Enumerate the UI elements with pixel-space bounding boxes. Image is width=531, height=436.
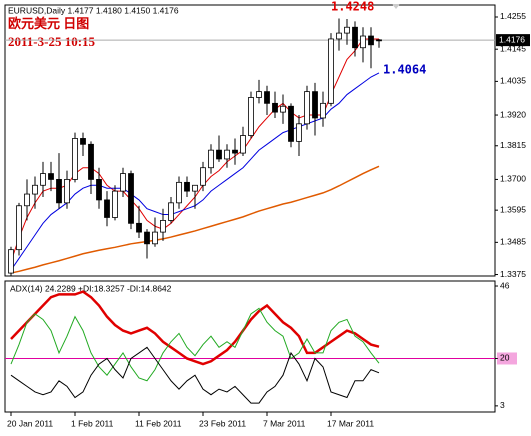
candle-body: [296, 123, 302, 142]
adx-panel: [4, 280, 496, 413]
candle-body: [40, 173, 46, 186]
indicator-line: [10, 346, 380, 404]
candle-body: [216, 149, 222, 160]
candle-body: [176, 181, 182, 204]
candle-body: [64, 179, 70, 204]
candle-body: [344, 26, 350, 34]
candle-body: [328, 38, 334, 104]
candle-body: [24, 193, 30, 207]
candle-body: [88, 143, 94, 180]
candle-body: [8, 249, 14, 274]
candle-body: [144, 231, 150, 245]
candle-body: [80, 138, 86, 145]
candle-body: [224, 149, 230, 160]
candle-body: [336, 32, 342, 40]
candle-body: [208, 149, 214, 169]
candle-body: [56, 179, 62, 204]
y-tick-label: 1.3485: [500, 237, 526, 247]
candle-body: [48, 173, 54, 180]
y-tick-label: 1.3375: [500, 269, 526, 279]
shift-marker: [392, 4, 400, 9]
y-tick-label: 1.4145: [500, 43, 526, 53]
x-tick-label: 17 Mar 2011: [327, 418, 374, 428]
x-tick-label: 1 Feb 2011: [71, 418, 114, 428]
subtitle: 欧元美元 日图: [8, 16, 89, 31]
current-price-box: [496, 34, 530, 47]
y-tick-label: 1.3595: [500, 204, 526, 214]
chart-title: EURUSD,Daily 1.4177 1.4180 1.4150 1.4176: [8, 5, 179, 15]
candle-body: [320, 102, 326, 119]
x-tick-label: 7 Mar 2011: [263, 418, 306, 428]
candle-body: [312, 91, 318, 119]
candle-body: [72, 138, 78, 180]
adx-title: ADX(14) 24.2289 +DI:18.3257 -DI:14.8642: [10, 283, 172, 293]
candle-body: [376, 39, 382, 42]
y-tick-label: 1.4255: [500, 11, 526, 21]
candle-body: [200, 167, 206, 186]
candle-body: [272, 102, 278, 113]
candle-body: [368, 35, 374, 46]
candle-body: [152, 231, 158, 245]
candle-body: [184, 181, 190, 192]
candle-body: [304, 91, 310, 125]
candle-body: [96, 179, 102, 201]
x-tick-label: 23 Feb 2011: [199, 418, 246, 428]
level-label-bg: [497, 352, 517, 365]
y-tick-label: 1.3700: [500, 174, 526, 184]
timestamp: 2011-3-25 10:15: [8, 34, 96, 49]
candle-body: [112, 190, 118, 218]
candle-body: [120, 173, 126, 192]
candle-body: [168, 202, 174, 221]
candle-body: [104, 199, 110, 218]
current-price-label: 1.4176: [499, 34, 525, 44]
candle-body: [232, 149, 238, 154]
candle-body: [280, 105, 286, 113]
candle-body: [360, 35, 366, 49]
candle-body: [160, 219, 166, 233]
y-tick-label: 3: [500, 400, 505, 410]
candle-body: [16, 205, 22, 251]
y-tick-label: 1.3920: [500, 109, 526, 119]
candle-body: [288, 105, 294, 142]
candle-body: [240, 135, 246, 154]
candle-body: [352, 26, 358, 49]
indicator-line: [10, 290, 380, 366]
candle-body: [192, 184, 198, 192]
indicator-line: [10, 307, 380, 382]
y-tick-label: 46: [500, 280, 510, 290]
candle-body: [256, 91, 262, 98]
annotation: 1.4248: [331, 0, 374, 14]
x-tick-label: 11 Feb 2011: [135, 418, 182, 428]
y-tick-label: 1.4035: [500, 76, 526, 86]
annotation: 1.4064: [383, 62, 426, 76]
candle-body: [264, 91, 270, 104]
candle-body: [32, 184, 38, 195]
candle-body: [128, 173, 134, 224]
candle-body: [248, 97, 254, 136]
candle-body: [136, 222, 142, 233]
x-tick-label: 20 Jan 2011: [7, 418, 53, 428]
y-tick-label: 20: [500, 353, 510, 363]
y-tick-label: 1.3815: [500, 140, 526, 150]
moving-average: [10, 165, 380, 274]
